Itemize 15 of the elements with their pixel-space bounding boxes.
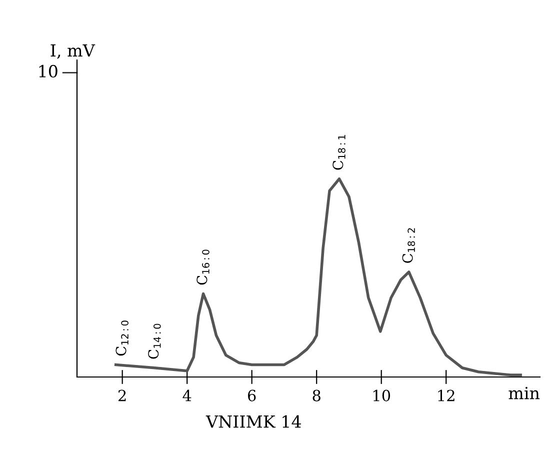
x-tick-label: 2 (118, 390, 126, 402)
text: 10 (39, 64, 58, 78)
annotation: C$_{12:0}$ (116, 320, 128, 356)
x-tick-label: 8 (312, 390, 320, 402)
text: I, mV (50, 44, 96, 59)
x-tick-label: 10 (373, 390, 390, 402)
x-axis-title: min (508, 386, 540, 400)
annotation: C$_{16:0}$ (196, 250, 210, 285)
annotation: C$_{18:2}$ (402, 228, 416, 263)
x-tick-label: 6 (248, 390, 256, 402)
x-tick-label: 12 (438, 390, 454, 402)
x-tick-label: 4 (182, 390, 192, 402)
annotation: C$_{18:1}$ (332, 135, 346, 170)
text: VNIIMK 14 (206, 415, 301, 428)
annotation: C$_{14:0}$ (148, 324, 161, 359)
